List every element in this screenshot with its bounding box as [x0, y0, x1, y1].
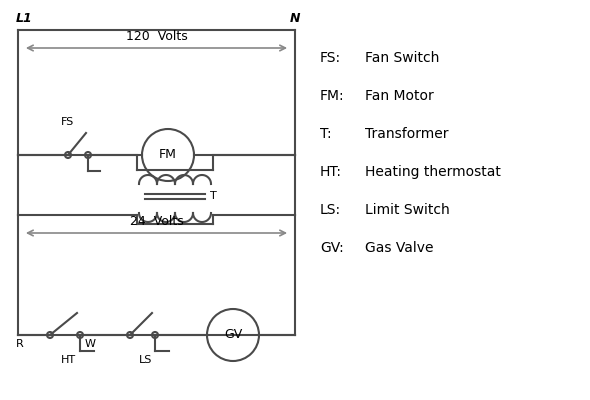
Text: 120  Volts: 120 Volts [126, 30, 188, 43]
Text: FS: FS [61, 117, 74, 127]
Text: HT: HT [60, 355, 76, 365]
Text: LS: LS [139, 355, 152, 365]
Text: 24  Volts: 24 Volts [130, 215, 183, 228]
Text: GV: GV [224, 328, 242, 342]
Text: Limit Switch: Limit Switch [365, 203, 450, 217]
Text: FM: FM [159, 148, 177, 162]
Text: FS:: FS: [320, 51, 341, 65]
Text: LS:: LS: [320, 203, 341, 217]
Text: T:: T: [320, 127, 332, 141]
Text: Transformer: Transformer [365, 127, 448, 141]
Text: T: T [210, 191, 217, 201]
Text: N: N [290, 12, 300, 25]
Text: L1: L1 [16, 12, 33, 25]
Text: Gas Valve: Gas Valve [365, 241, 434, 255]
Text: Fan Switch: Fan Switch [365, 51, 440, 65]
Text: Heating thermostat: Heating thermostat [365, 165, 501, 179]
Text: W: W [84, 339, 96, 349]
Text: HT:: HT: [320, 165, 342, 179]
Text: FM:: FM: [320, 89, 345, 103]
Text: GV:: GV: [320, 241, 344, 255]
Text: Fan Motor: Fan Motor [365, 89, 434, 103]
Text: R: R [16, 339, 24, 349]
